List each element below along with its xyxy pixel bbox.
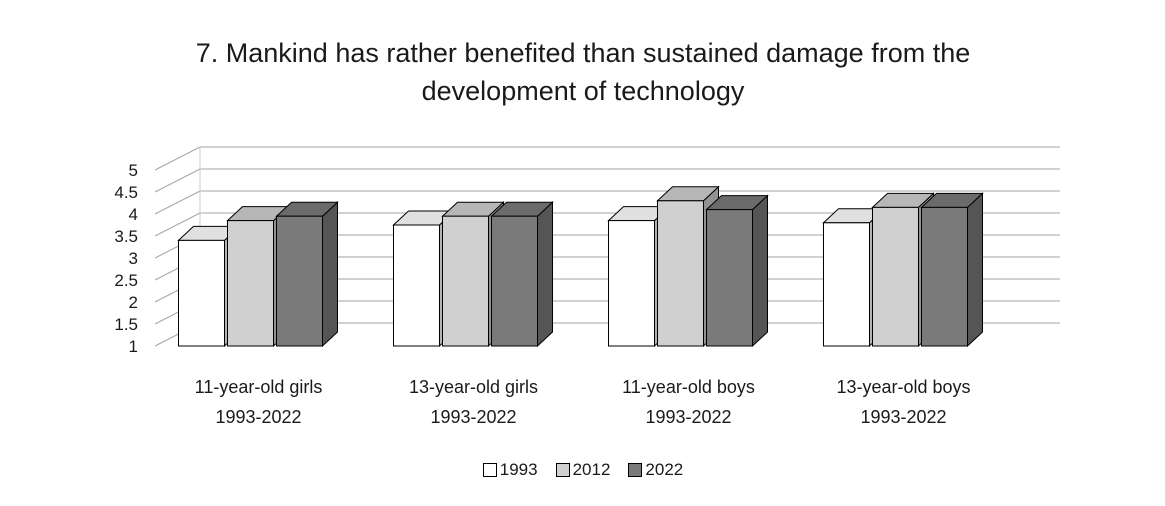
y-tick-label-4: 3 [129, 249, 138, 268]
legend-item-1993: 1993 [482, 460, 538, 480]
legend-swatch-1993 [482, 463, 497, 477]
bar-2-2022 [706, 209, 753, 347]
y-tick-label-6: 4 [129, 205, 138, 224]
chart-legend: 1993 2012 2022 [0, 460, 1166, 480]
x-tick-label-3-0: 13-year-old boys [836, 377, 970, 397]
wall-gridline-8 [154, 146, 201, 171]
bar-1-2022 [491, 215, 538, 347]
legend-swatch-2022 [628, 463, 643, 477]
legend-swatch-2012 [555, 463, 570, 477]
bar-0-2022 [276, 215, 323, 347]
chart-title: 7. Mankind has rather benefited than sus… [0, 34, 1166, 110]
x-tick-label-2-1: 1993-2022 [645, 407, 731, 427]
y-tick-label-2: 2 [129, 293, 138, 312]
wall-gridline-6 [154, 190, 201, 215]
legend-item-2022: 2022 [628, 460, 683, 480]
bar-2-1993 [608, 220, 655, 347]
x-tick-label-2-0: 11-year-old boys [622, 377, 755, 397]
legend-label-2022: 2022 [645, 460, 684, 479]
bar-3-2022 [921, 206, 968, 347]
bar-1-2012 [442, 215, 489, 347]
bar-0-1993 [178, 239, 225, 347]
legend-label-1993: 1993 [499, 460, 538, 479]
legend-label-2012: 2012 [572, 460, 611, 479]
chart-title-line-2: development of technology [421, 76, 745, 106]
wall-gridline-5 [154, 212, 201, 237]
bar-0-2012 [227, 220, 274, 347]
y-tick-label-0: 1 [129, 337, 138, 356]
y-tick-label-5: 3.5 [114, 227, 138, 246]
x-tick-label-0-1: 1993-2022 [215, 407, 301, 427]
chart-title-line-1: 7. Mankind has rather benefited than sus… [195, 38, 971, 68]
y-tick-label-1: 1.5 [114, 315, 138, 334]
x-tick-label-3-1: 1993-2022 [860, 407, 946, 427]
x-tick-label-0-0: 11-year-old girls [195, 377, 323, 397]
bar-3-2022-side [967, 192, 983, 348]
y-tick-label-8: 5 [129, 161, 138, 180]
legend-item-2012: 2012 [555, 460, 611, 480]
y-tick-label-7: 4.5 [114, 183, 138, 202]
x-tick-label-1-1: 1993-2022 [430, 407, 516, 427]
bar-2-2012 [657, 200, 704, 347]
x-tick-label-1-0: 13-year-old girls [409, 377, 538, 397]
bar-3-2012 [872, 206, 919, 347]
bar-1-2022-side [537, 201, 553, 348]
bar-3-1993 [823, 222, 870, 347]
bar-2-2022-side [752, 194, 768, 348]
y-tick-label-3: 2.5 [114, 271, 138, 290]
bar-1-1993 [393, 224, 440, 347]
wall-gridline-7 [154, 168, 201, 193]
bar-0-2022-side [322, 201, 338, 348]
